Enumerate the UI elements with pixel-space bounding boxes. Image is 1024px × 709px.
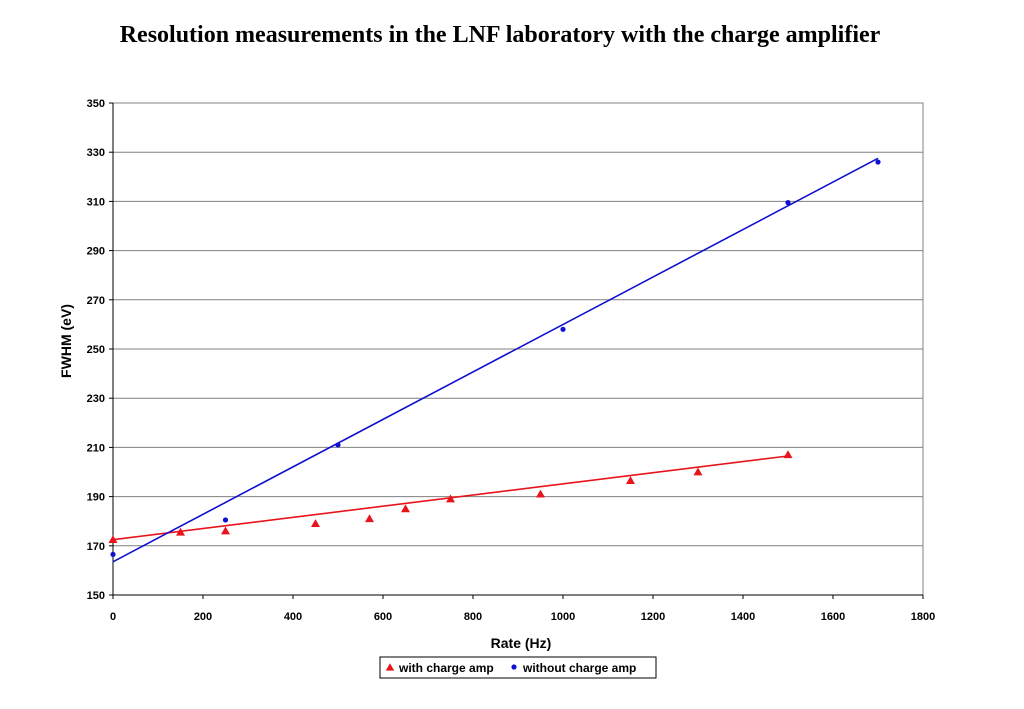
legend-marker-without-charge-amp [511,664,517,670]
x-tick-labels: 0 200 400 600 800 1000 1200 1400 1600 1800 [110,611,935,623]
y-tick-label-190: 190 [87,492,105,504]
x-tick-label-200: 200 [194,611,212,623]
x-tick-label-1200: 1200 [641,611,665,623]
y-tick-label-290: 290 [87,246,105,258]
y-tick-label-250: 250 [87,344,105,356]
x-tick-label-1600: 1600 [821,611,845,623]
point-without-charge-amp-3 [560,326,566,332]
point-with-charge-amp-9 [693,467,703,476]
grid-lines [113,102,923,547]
point-with-charge-amp-2 [221,526,230,535]
y-tick-label-150: 150 [87,590,105,602]
point-without-charge-amp-4 [785,200,791,206]
y-axis-title: FWHM (eV) [58,304,74,378]
point-with-charge-amp-6 [446,494,455,503]
point-with-charge-amp-5 [401,504,410,513]
y-tick-label-170: 170 [87,541,105,553]
legend-marker-with-charge-amp [385,663,395,671]
point-with-charge-amp-7 [536,489,545,498]
point-with-charge-amp-3 [311,519,320,528]
trendline-without-charge-amp [112,157,879,563]
legend-box [379,656,657,679]
chart-title: Resolution measurements in the LNF labor… [119,22,881,48]
x-axis-title: Rate (Hz) [491,635,552,651]
point-without-charge-amp-2 [335,442,341,448]
point-without-charge-amp-5 [875,159,881,165]
point-without-charge-amp-0 [110,551,116,558]
x-tick-label-1000: 1000 [551,611,575,623]
y-tick-label-230: 230 [87,393,105,405]
point-with-charge-amp-4 [365,514,374,523]
y-tick-label-350: 350 [87,98,105,110]
x-tick-label-600: 600 [374,611,392,623]
point-with-charge-amp-0 [108,535,118,544]
y-tick-label-330: 330 [87,147,105,159]
point-without-charge-amp-1 [222,517,229,523]
x-tick-label-400: 400 [284,611,302,623]
y-tick-label-270: 270 [87,295,105,307]
x-tick-label-800: 800 [464,611,482,623]
point-with-charge-amp-10 [783,450,793,459]
x-tick-label-0: 0 [110,611,116,623]
x-tick-label-1800: 1800 [911,611,935,623]
legend-label-without-charge-amp: without charge amp [522,661,636,675]
x-tick-label-1400: 1400 [731,611,755,623]
y-tick-label-310: 310 [87,196,105,208]
point-with-charge-amp-8 [626,476,635,484]
legend-label-with-charge-amp: with charge amp [398,661,494,675]
legend: with charge amp without charge amp [379,656,657,679]
series-layer [108,157,881,563]
y-tick-labels: 150 170 190 210 230 250 270 290 310 330 350 [87,98,105,602]
point-with-charge-amp-1 [176,527,185,536]
axes [109,102,924,599]
y-tick-label-210: 210 [87,442,105,454]
